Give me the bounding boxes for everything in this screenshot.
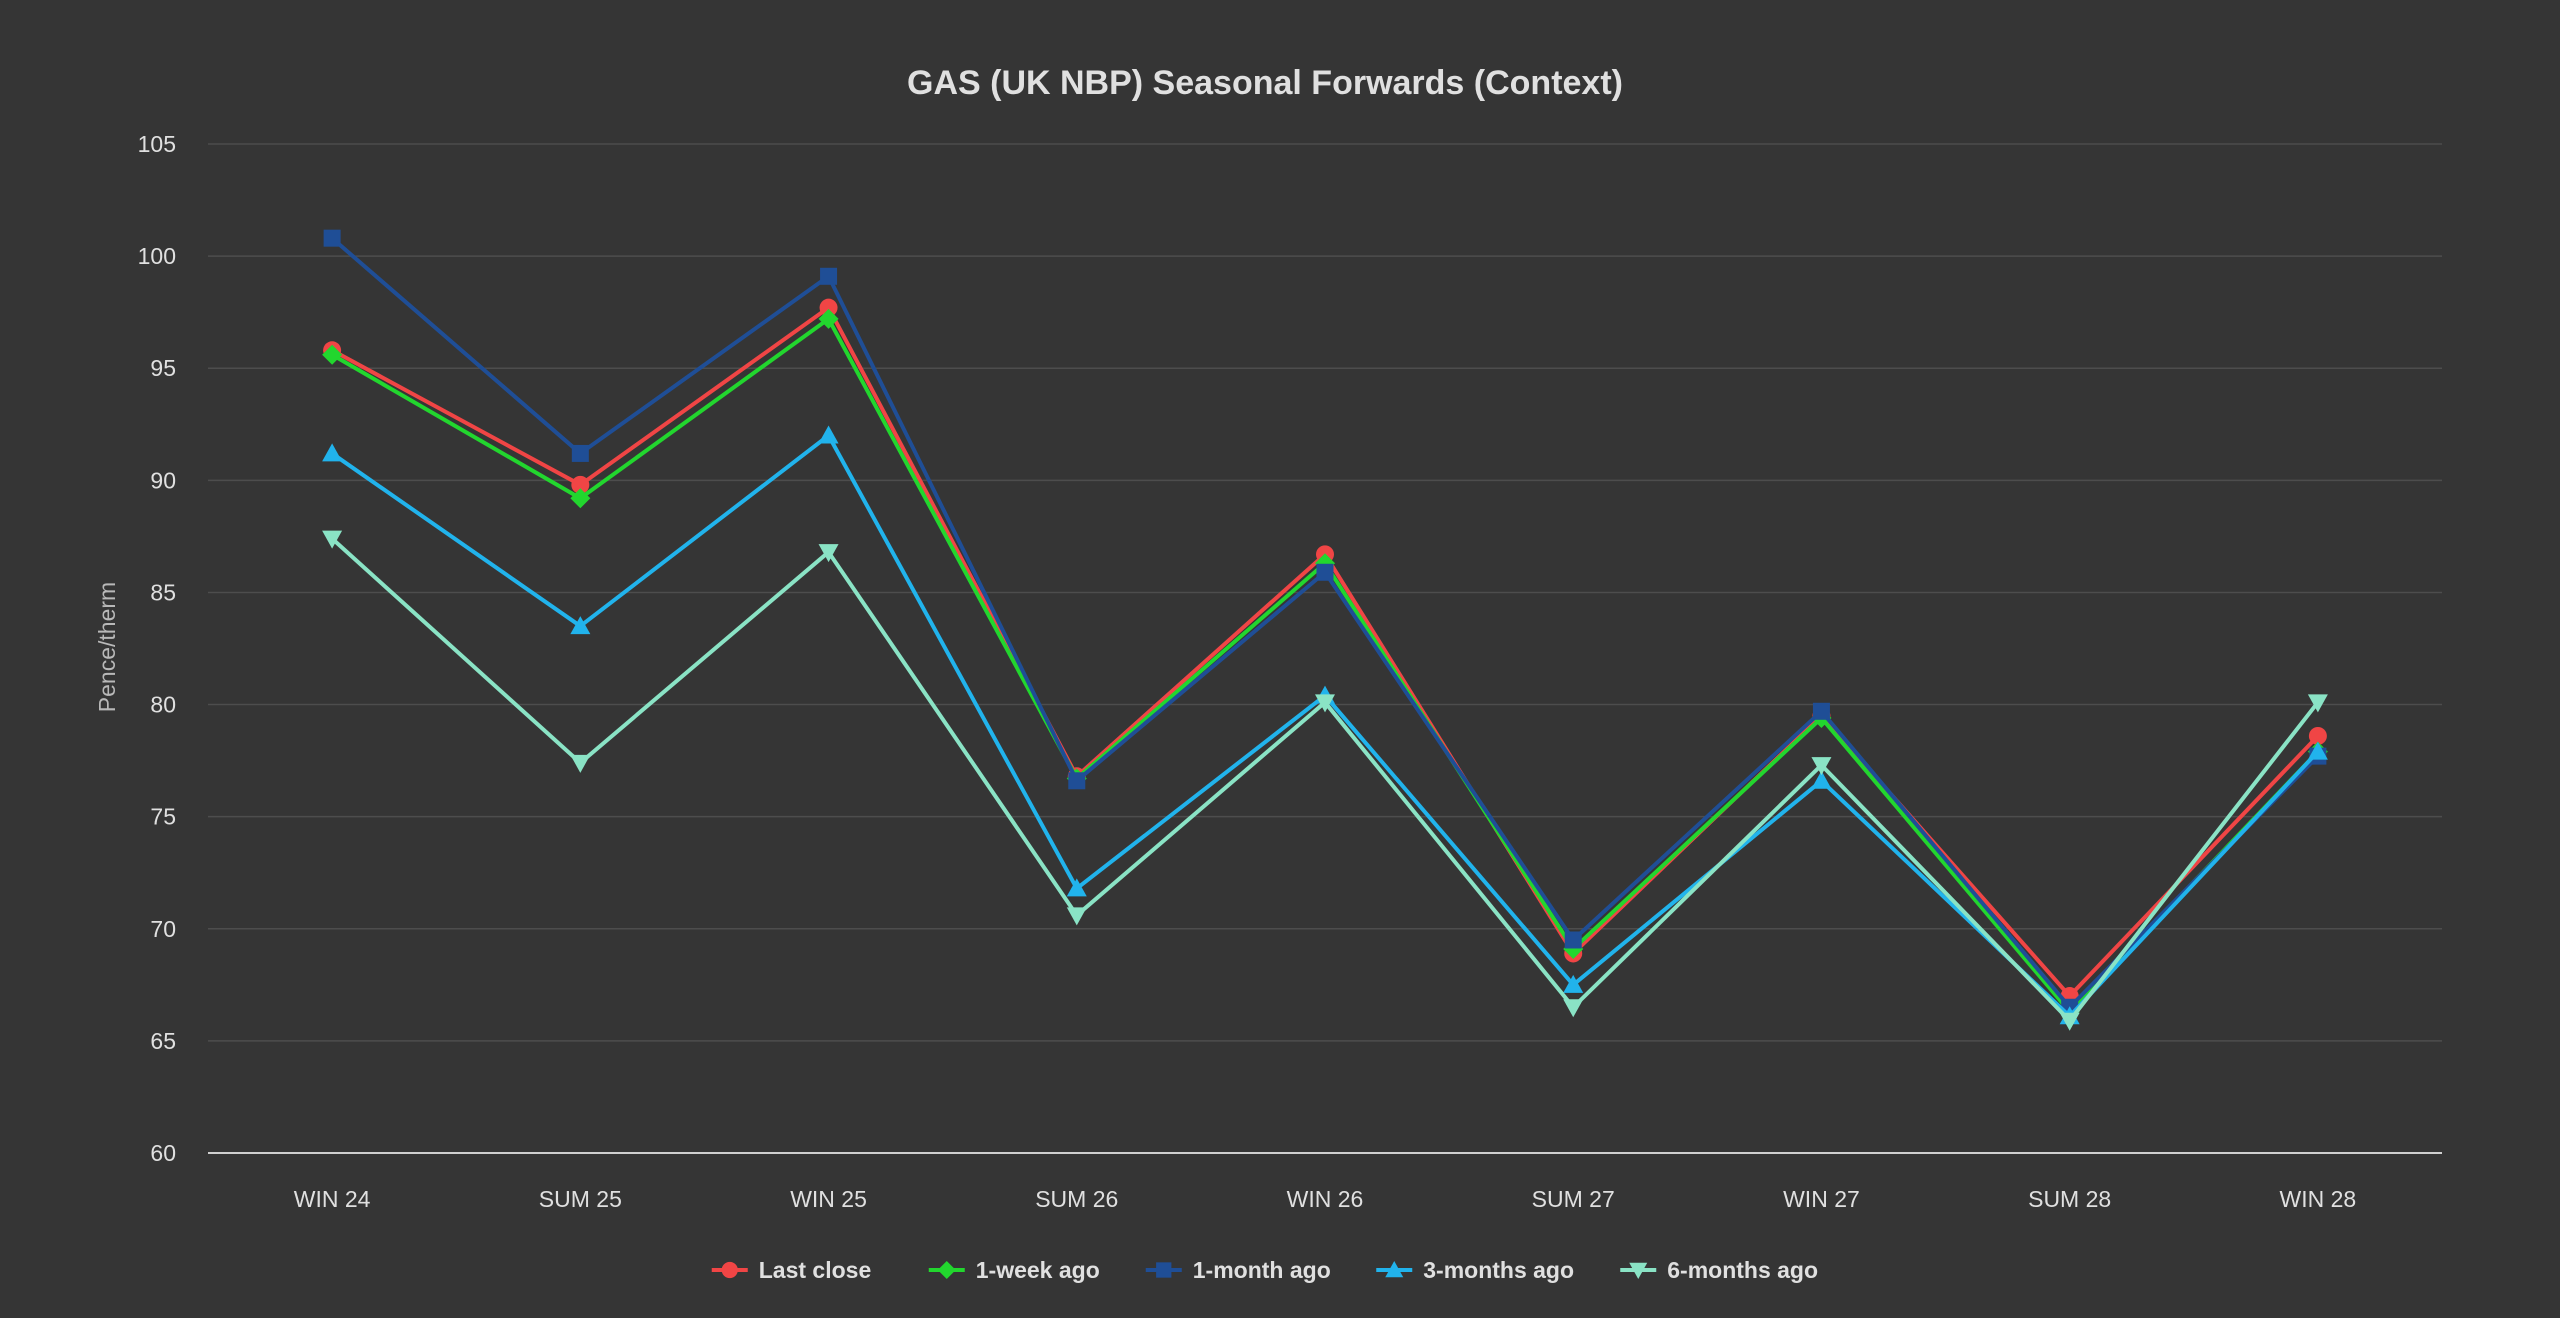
data-point[interactable]	[2307, 694, 2328, 713]
legend-marker	[1156, 1262, 1172, 1278]
data-point[interactable]	[820, 267, 838, 285]
series-6-months-ago	[322, 530, 2328, 1031]
data-point[interactable]	[571, 475, 590, 494]
y-tick-label: 90	[150, 467, 176, 493]
x-tick-label: WIN 28	[2280, 1186, 2357, 1212]
series-line	[330, 305, 2320, 999]
data-point[interactable]	[1066, 907, 1087, 926]
series-1-week-ago	[322, 308, 2328, 1022]
data-point[interactable]	[2307, 741, 2328, 760]
legend-marker	[721, 1261, 738, 1279]
grid-layer	[208, 143, 2442, 1154]
data-point[interactable]	[1315, 694, 1335, 713]
data-point[interactable]	[322, 344, 343, 365]
y-tick-label: 95	[150, 355, 176, 381]
data-point[interactable]	[2059, 1012, 2080, 1031]
chart-title: GAS (UK NBP) Seasonal Forwards (Context)	[907, 64, 1623, 102]
legend-label: Last close	[759, 1257, 872, 1283]
data-point[interactable]	[2308, 726, 2327, 745]
data-point[interactable]	[1812, 702, 1830, 720]
data-point[interactable]	[1564, 931, 1582, 949]
data-point[interactable]	[323, 229, 341, 247]
data-point[interactable]	[322, 443, 343, 462]
y-tick-label: 105	[138, 131, 176, 157]
legend-label: 1-month ago	[1193, 1257, 1331, 1283]
data-point[interactable]	[1563, 974, 1584, 993]
y-tick-label: 85	[150, 579, 176, 605]
data-point[interactable]	[570, 754, 591, 773]
data-point[interactable]	[818, 544, 839, 563]
series-layer	[322, 229, 2328, 1031]
data-point[interactable]	[1316, 563, 1334, 581]
x-tick-label: SUM 27	[1532, 1186, 1615, 1212]
data-point[interactable]	[1563, 999, 1584, 1018]
x-tick-label: SUM 28	[2028, 1186, 2111, 1212]
legend-label: 1-week ago	[976, 1257, 1100, 1283]
data-point[interactable]	[819, 298, 838, 317]
y-tick-label: 65	[150, 1028, 176, 1054]
series-line	[330, 316, 2320, 1014]
y-tick-label: 80	[150, 692, 176, 718]
y-tick-label: 100	[138, 243, 176, 269]
data-point[interactable]	[570, 488, 591, 509]
series-1-month-ago	[323, 229, 2327, 1016]
legend-label: 6-months ago	[1667, 1257, 1818, 1283]
data-point[interactable]	[1066, 878, 1087, 897]
legend-item[interactable]: 1-week ago	[928, 1257, 1100, 1283]
y-tick-label: 60	[150, 1140, 176, 1166]
data-point[interactable]	[570, 616, 591, 635]
series-line	[330, 236, 2320, 1010]
data-point[interactable]	[1811, 757, 1832, 776]
x-tick-label: WIN 27	[1783, 1186, 1860, 1212]
y-axis-ticks: 60 65 70 75 80 85 90 95 100 105	[138, 131, 176, 1166]
legend-marker	[1629, 1262, 1648, 1279]
x-tick-label: WIN 26	[1287, 1186, 1364, 1212]
x-tick-label: WIN 24	[294, 1186, 371, 1212]
x-tick-label: WIN 25	[790, 1186, 867, 1212]
legend-item[interactable]: 1-month ago	[1145, 1257, 1331, 1283]
legend-label: 3-months ago	[1423, 1257, 1574, 1283]
series-last-close	[323, 298, 2327, 1006]
x-axis-ticks: WIN 24 SUM 25 WIN 25 SUM 26 WIN 26 SUM 27 WIN …	[294, 1186, 2356, 1212]
data-point[interactable]	[818, 308, 839, 329]
data-point[interactable]	[571, 444, 589, 462]
legend: Last close 1-week ago 1-month ago 3-months …	[711, 1257, 1818, 1283]
x-tick-label: SUM 26	[1035, 1186, 1118, 1212]
data-point[interactable]	[818, 425, 839, 444]
legend-item[interactable]: Last close	[711, 1257, 872, 1283]
data-point[interactable]	[1068, 772, 1086, 790]
x-tick-label: SUM 25	[539, 1186, 622, 1212]
legend-marker	[937, 1261, 956, 1279]
y-tick-label: 75	[150, 804, 176, 830]
y-tick-label: 70	[150, 916, 176, 942]
data-point[interactable]	[322, 530, 343, 549]
legend-item[interactable]: 6-months ago	[1620, 1257, 1818, 1283]
legend-marker	[1385, 1261, 1404, 1278]
y-axis-title: Pence/therm	[94, 582, 120, 712]
data-point[interactable]	[1811, 770, 1832, 789]
legend-item[interactable]: 3-months ago	[1376, 1257, 1574, 1283]
